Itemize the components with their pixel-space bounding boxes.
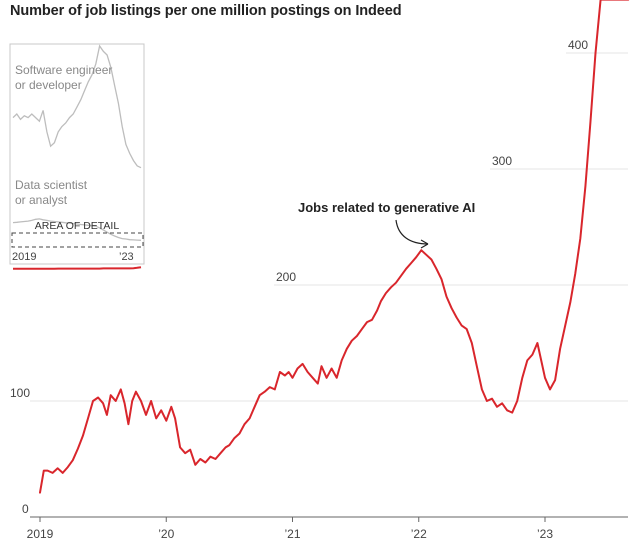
inset-line-data-scientist: [12, 218, 142, 241]
annotation-arrowhead: [420, 239, 429, 249]
series-line-genai: [39, 0, 630, 494]
inset-label-software-line2: or developer: [15, 78, 82, 92]
y-tick-label-400: 400: [568, 38, 588, 52]
inset-line-genai: [13, 266, 142, 270]
inset-label-data-line1: Data scientist: [15, 178, 88, 192]
y-tick-label-100: 100: [10, 386, 30, 400]
annotation-label: Jobs related to generative AI: [298, 200, 475, 215]
y-tick-label-0: 0: [22, 502, 29, 516]
inset-tick-right: ’23: [119, 251, 134, 263]
x-tick-label-2023: ’23: [537, 527, 553, 541]
chart-title: Number of job listings per one million p…: [10, 3, 402, 19]
y-tick-label-200: 200: [276, 270, 296, 284]
x-tick-label-2020: ’20: [158, 527, 174, 541]
gridlines: [30, 52, 628, 402]
inset-tick-left: 2019: [12, 251, 36, 263]
annotation-layer: Jobs related to generative AI: [298, 200, 475, 249]
axes: 0 100 200 300 400 2019 ’20 ’21 ’22 ’23: [10, 38, 628, 541]
x-tick-label-2021: ’21: [284, 527, 300, 541]
inset-label-software-line1: Software engineer: [15, 63, 112, 77]
inset-label-data-line2: or analyst: [15, 193, 68, 207]
inset-line-software-engineer: [12, 44, 142, 169]
inset-frame: [9, 43, 145, 265]
x-tick-label-2022: ’22: [411, 527, 427, 541]
series-layer: [39, 0, 630, 494]
x-tick-label-2019: 2019: [27, 527, 54, 541]
inset-area-of-detail-box: [11, 232, 144, 248]
annotation-arrow: [395, 219, 429, 245]
y-tick-label-300: 300: [492, 154, 512, 168]
inset-area-label: AREA OF DETAIL: [35, 220, 120, 232]
